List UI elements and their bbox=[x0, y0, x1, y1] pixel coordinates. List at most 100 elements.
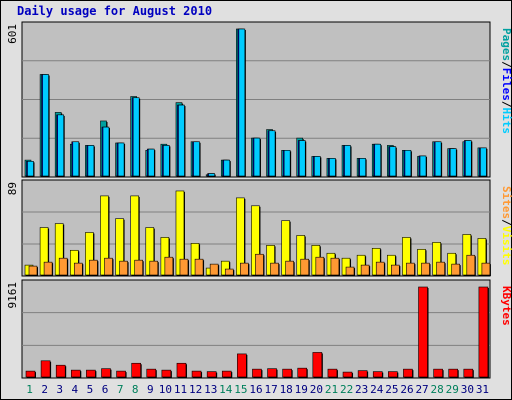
hits-bar bbox=[72, 141, 80, 177]
sites-bar bbox=[255, 253, 264, 276]
x-tick-label: 7 bbox=[117, 383, 124, 396]
x-tick-label: 11 bbox=[174, 383, 187, 396]
x-tick-label: 15 bbox=[234, 383, 247, 396]
kbytes-bar bbox=[463, 368, 474, 378]
hits-bar bbox=[253, 137, 261, 177]
hits-bar bbox=[314, 156, 321, 177]
chart-title: Daily usage for August 2010 bbox=[17, 4, 213, 18]
x-tick-label: 8 bbox=[132, 383, 139, 396]
kbytes-bar bbox=[55, 364, 66, 378]
x-tick-label: 31 bbox=[476, 383, 489, 396]
x-tick-label: 19 bbox=[295, 383, 308, 396]
sites-bar bbox=[406, 262, 415, 276]
kbytes-bar bbox=[297, 367, 308, 378]
kbytes-bar bbox=[312, 352, 323, 378]
x-tick-label: 16 bbox=[249, 383, 262, 396]
sites-bar bbox=[285, 260, 294, 276]
hits-bar bbox=[480, 147, 487, 177]
y-max-label: 89 bbox=[6, 182, 19, 195]
sites-bar bbox=[436, 261, 445, 276]
sites-bar bbox=[179, 258, 189, 276]
legend-entry: Hits bbox=[500, 108, 512, 135]
kbytes-bar bbox=[478, 286, 489, 378]
hits-bar bbox=[404, 150, 412, 177]
sites-bar bbox=[119, 260, 128, 276]
kbytes-bar bbox=[342, 371, 353, 378]
kbytes-bar bbox=[25, 370, 36, 378]
sites-bar bbox=[209, 263, 219, 276]
hits-bar bbox=[147, 148, 155, 177]
legend-middle: Sites/Visits bbox=[500, 186, 512, 266]
x-tick-label: 12 bbox=[189, 383, 202, 396]
hits-bar bbox=[117, 142, 125, 177]
legend-entry: Pages bbox=[500, 28, 512, 61]
x-tick-label: 13 bbox=[204, 383, 217, 396]
legend-entry: / bbox=[500, 219, 512, 226]
hits-bar bbox=[42, 74, 49, 177]
legend-entry: Files bbox=[500, 68, 512, 101]
sites-bar bbox=[240, 262, 249, 276]
hits-bar bbox=[132, 97, 140, 177]
kbytes-bar bbox=[448, 368, 459, 378]
kbytes-bar bbox=[101, 368, 111, 378]
kbytes-bar bbox=[403, 368, 413, 378]
legend-entry: / bbox=[500, 61, 512, 68]
x-tick-label: 26 bbox=[400, 383, 413, 396]
kbytes-bar bbox=[131, 362, 141, 378]
sites-bar bbox=[300, 258, 310, 276]
kbytes-bar bbox=[161, 369, 172, 378]
hits-bar bbox=[102, 126, 110, 177]
kbytes-bar bbox=[327, 368, 338, 378]
x-tick-label: 6 bbox=[102, 383, 109, 396]
x-tick-label: 25 bbox=[385, 383, 398, 396]
x-tick-label: 17 bbox=[264, 383, 277, 396]
hits-bar bbox=[359, 158, 366, 177]
kbytes-bar bbox=[40, 360, 51, 378]
kbytes-bar bbox=[418, 286, 428, 378]
legend-top: Pages/Files/Hits bbox=[500, 28, 512, 134]
hits-bar bbox=[374, 143, 382, 177]
panel-3 bbox=[21, 279, 491, 379]
kbytes-bar bbox=[70, 369, 81, 378]
hits-bar bbox=[449, 148, 457, 177]
sites-bar bbox=[89, 259, 98, 276]
sites-bar bbox=[194, 258, 204, 276]
hits-bar bbox=[419, 155, 427, 177]
sites-bar bbox=[421, 262, 430, 276]
kbytes-bar bbox=[146, 368, 157, 378]
sites-bar bbox=[375, 261, 385, 276]
sites-bar bbox=[43, 261, 53, 276]
hits-bar bbox=[223, 159, 231, 177]
legend-entry: / bbox=[500, 101, 512, 108]
sites-bar bbox=[164, 256, 174, 276]
hits-bar bbox=[193, 141, 200, 177]
sites-bar bbox=[149, 260, 159, 276]
legend-entry: Visits bbox=[500, 226, 512, 266]
x-tick-label: 24 bbox=[370, 383, 384, 396]
hits-bar bbox=[87, 145, 95, 177]
sites-bar bbox=[481, 262, 491, 276]
kbytes-bar bbox=[86, 369, 96, 378]
hits-bar bbox=[344, 145, 351, 177]
hits-bar bbox=[298, 140, 306, 177]
x-tick-label: 14 bbox=[219, 383, 233, 396]
kbytes-bar bbox=[221, 370, 232, 378]
kbytes-bar bbox=[237, 353, 247, 378]
y-max-label: 601 bbox=[6, 24, 19, 44]
kbytes-bar bbox=[191, 370, 202, 378]
hits-bar bbox=[465, 140, 472, 177]
sites-bar bbox=[270, 262, 279, 276]
kbytes-bar bbox=[252, 368, 262, 378]
legend-entry: Sites bbox=[500, 186, 512, 219]
x-tick-label: 18 bbox=[280, 383, 293, 396]
kbytes-bar bbox=[357, 370, 368, 378]
sites-bar bbox=[451, 263, 461, 276]
legend-entry: KBytes bbox=[500, 286, 512, 326]
x-tick-label: 29 bbox=[446, 383, 459, 396]
sites-bar bbox=[330, 257, 340, 276]
hits-bar bbox=[329, 158, 336, 177]
hits-bar bbox=[268, 130, 276, 177]
hits-bar bbox=[208, 173, 215, 177]
x-tick-label: 9 bbox=[147, 383, 154, 396]
x-tick-label: 27 bbox=[415, 383, 428, 396]
